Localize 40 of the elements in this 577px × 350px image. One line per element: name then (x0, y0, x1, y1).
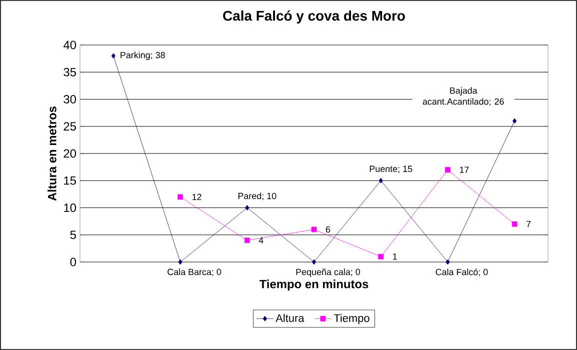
point (312, 259, 316, 265)
point (111, 53, 116, 59)
point (244, 238, 250, 243)
point (512, 221, 518, 227)
point (512, 118, 517, 124)
y-tick-label: 15 (64, 176, 76, 185)
point (178, 194, 183, 200)
data-label: 4 (258, 237, 264, 244)
y-tick-label: 25 (64, 122, 76, 131)
data-label: Bajada acant.Acantilado; 26 (422, 87, 504, 106)
data-label: 12 (192, 194, 202, 200)
y-tick-label: 35 (64, 68, 76, 76)
y-tick-label: 40 (63, 40, 76, 50)
data-label: Cala Falcó; 0 (436, 268, 488, 276)
point (446, 259, 450, 265)
point (378, 178, 383, 184)
y-tick-label: 0 (70, 258, 76, 266)
data-label: Parking; 38 (120, 52, 165, 60)
data-label: Cala Barca; 0 (168, 268, 222, 276)
point (311, 226, 317, 232)
point (178, 259, 182, 265)
point (378, 254, 384, 260)
data-label: Pequeña cala; 0 (296, 268, 360, 277)
y-tick-label: 30 (64, 95, 76, 104)
data-label: 17 (460, 166, 469, 173)
data-label: 7 (526, 220, 531, 228)
data-label: Puente; 15 (370, 166, 412, 174)
chart-title: Cala Falcó y cova des Moro (223, 10, 405, 24)
y-axis-title: Altura en metros (48, 106, 56, 201)
x-axis-title: Tiempo en minutos (259, 280, 368, 291)
legend-label: Tiempo (334, 314, 370, 324)
y-tick-label: 10 (64, 204, 76, 212)
legend-label: Altura (276, 314, 304, 322)
data-label: 6 (326, 226, 330, 233)
y-tick-label: 5 (70, 230, 76, 240)
y-tick-label: 20 (64, 149, 76, 158)
data-label: 1 (393, 253, 397, 260)
data-label: Pared; 10 (238, 192, 276, 200)
point (245, 205, 250, 210)
point (445, 167, 450, 172)
